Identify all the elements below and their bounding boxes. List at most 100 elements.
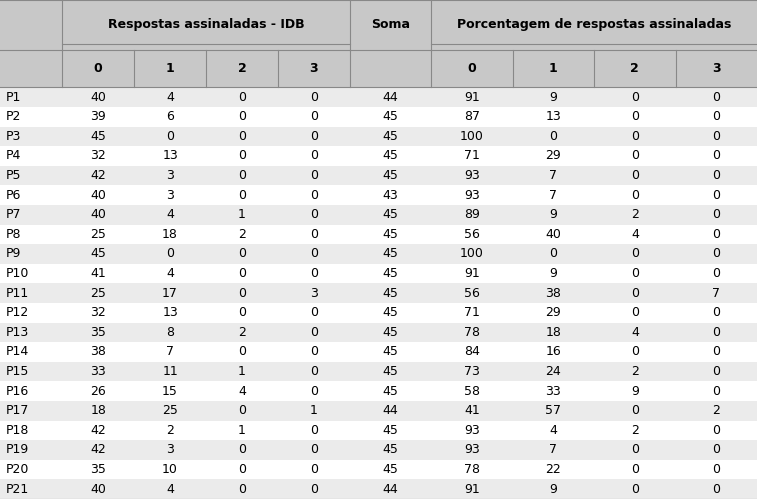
Text: 0: 0 [310,110,318,123]
Text: 3: 3 [166,169,174,182]
Text: 91: 91 [464,91,480,104]
Text: 0: 0 [631,444,639,457]
Text: 0: 0 [310,444,318,457]
Bar [0,244,757,264]
Text: 0: 0 [310,130,318,143]
Bar [0,87,757,107]
Bar [0,283,757,303]
Text: P11: P11 [6,286,30,300]
Text: 0: 0 [550,248,557,260]
Text: 33: 33 [546,385,561,398]
Text: 0: 0 [238,286,246,300]
Bar [0,401,757,421]
Text: 0: 0 [238,248,246,260]
Text: 1: 1 [238,208,246,221]
Text: 4: 4 [238,385,246,398]
Text: 29: 29 [546,149,561,163]
Text: 44: 44 [382,404,398,417]
Text: 8: 8 [166,326,174,339]
Text: 25: 25 [90,228,106,241]
Text: 3: 3 [310,62,318,75]
Text: 1: 1 [238,365,246,378]
Text: 45: 45 [382,110,398,123]
Text: 13: 13 [546,110,561,123]
Text: 0: 0 [712,483,720,496]
Text: 45: 45 [382,385,398,398]
Text: 45: 45 [382,463,398,476]
Text: 0: 0 [310,248,318,260]
Bar [0,107,757,127]
Text: 0: 0 [712,424,720,437]
Text: P8: P8 [6,228,21,241]
Text: 0: 0 [712,130,720,143]
Bar [0,264,757,283]
Text: 4: 4 [166,483,174,496]
Text: 0: 0 [238,444,246,457]
Text: 0: 0 [631,248,639,260]
Text: 0: 0 [310,385,318,398]
Text: 78: 78 [464,463,480,476]
Text: P15: P15 [6,365,30,378]
Text: 44: 44 [382,91,398,104]
Text: 4: 4 [166,91,174,104]
Bar [0,166,757,185]
Text: 0: 0 [712,189,720,202]
Text: 7: 7 [550,189,557,202]
Text: 6: 6 [166,110,174,123]
Text: 0: 0 [712,444,720,457]
Text: 91: 91 [464,267,480,280]
Text: 18: 18 [546,326,561,339]
Text: P13: P13 [6,326,30,339]
Text: 0: 0 [238,345,246,358]
Text: 26: 26 [90,385,106,398]
Text: 32: 32 [90,149,106,163]
Bar [0,185,757,205]
Text: 0: 0 [238,306,246,319]
Text: 45: 45 [382,345,398,358]
Text: 40: 40 [90,483,106,496]
Text: 0: 0 [712,248,720,260]
Text: 44: 44 [382,483,398,496]
Text: 0: 0 [310,365,318,378]
Text: 0: 0 [310,228,318,241]
Text: 0: 0 [238,463,246,476]
Text: 9: 9 [550,267,557,280]
Text: 0: 0 [166,130,174,143]
Text: 0: 0 [550,130,557,143]
Text: 2: 2 [631,365,639,378]
Text: 0: 0 [631,110,639,123]
Text: 3: 3 [166,189,174,202]
Text: 4: 4 [631,326,639,339]
Text: 39: 39 [90,110,106,123]
Text: 93: 93 [464,189,480,202]
Text: 2: 2 [631,62,639,75]
Text: 0: 0 [238,130,246,143]
Text: 45: 45 [382,444,398,457]
Text: 87: 87 [464,110,480,123]
Text: P4: P4 [6,149,21,163]
Text: 45: 45 [90,248,106,260]
Text: 9: 9 [631,385,639,398]
Text: 0: 0 [238,267,246,280]
Text: 7: 7 [166,345,174,358]
Text: P12: P12 [6,306,30,319]
Text: 43: 43 [382,189,398,202]
Text: P19: P19 [6,444,30,457]
Text: P9: P9 [6,248,21,260]
Text: 32: 32 [90,306,106,319]
Text: 45: 45 [382,365,398,378]
Text: 0: 0 [238,110,246,123]
Text: 0: 0 [238,189,246,202]
Text: 45: 45 [382,286,398,300]
Text: 2: 2 [631,424,639,437]
Text: 0: 0 [310,326,318,339]
Text: 0: 0 [238,404,246,417]
Text: 45: 45 [382,169,398,182]
Text: 7: 7 [550,169,557,182]
Text: 45: 45 [382,228,398,241]
Text: 0: 0 [238,91,246,104]
Text: 2: 2 [166,424,174,437]
Text: 38: 38 [90,345,106,358]
Text: 0: 0 [631,169,639,182]
Text: 0: 0 [310,189,318,202]
